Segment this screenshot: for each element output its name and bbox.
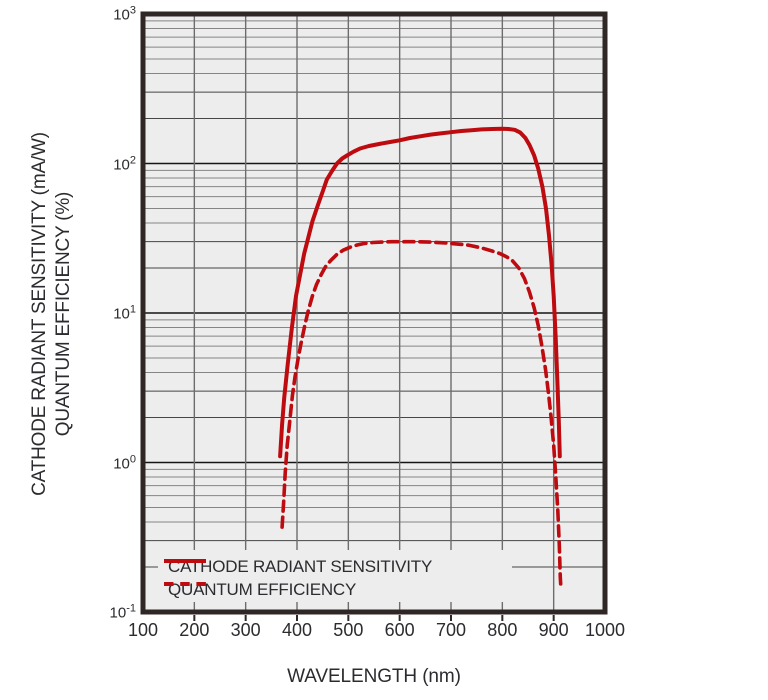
curve-quantum-efficiency [280, 239, 563, 590]
x-tick-label: 500 [333, 620, 364, 640]
legend-swatch-dashed-line [164, 582, 206, 586]
x-tick-label: 800 [487, 620, 518, 640]
legend-mask [158, 550, 512, 602]
legend-label: QUANTUM EFFICIENCY [168, 579, 357, 599]
legend-swatch-solid-line [164, 559, 206, 563]
x-tick-label: 200 [179, 620, 210, 640]
legend-label: CATHODE RADIANT SENSITIVITY [168, 556, 433, 576]
plot-border [140, 11, 608, 615]
legend-item: CATHODE RADIANT SENSITIVITY [163, 557, 432, 575]
x-tick-label: 1000 [584, 620, 626, 640]
y-tick-label: 100 [113, 453, 136, 472]
x-tick-label: 600 [384, 620, 415, 640]
y-tick-label: 101 [113, 303, 136, 323]
legend-item: QUANTUM EFFICIENCY [163, 580, 356, 598]
x-tick-label: 400 [281, 620, 313, 640]
y-tick-label: 103 [113, 4, 136, 24]
x-tick-label: 100 [127, 620, 159, 640]
x-tick-label: 300 [230, 620, 261, 640]
y-axis-title: CATHODE RADIANT SENSITIVITY (mA/W) QUANT… [28, 14, 78, 614]
y-axis-title-line2: QUANTUM EFFICIENCY (%) [53, 191, 74, 437]
x-tick-label: 700 [435, 620, 467, 640]
x-tick-label: 900 [538, 620, 569, 640]
y-tick-label: 10-1 [109, 602, 136, 622]
curve-cathode-radiant-sensitivity [278, 126, 562, 459]
y-axis-title-line1: CATHODE RADIANT SENSITIVITY (mA/W) [29, 132, 50, 496]
y-tick-label: 102 [113, 154, 136, 173]
x-axis-title: WAVELENGTH (nm) [287, 666, 461, 687]
